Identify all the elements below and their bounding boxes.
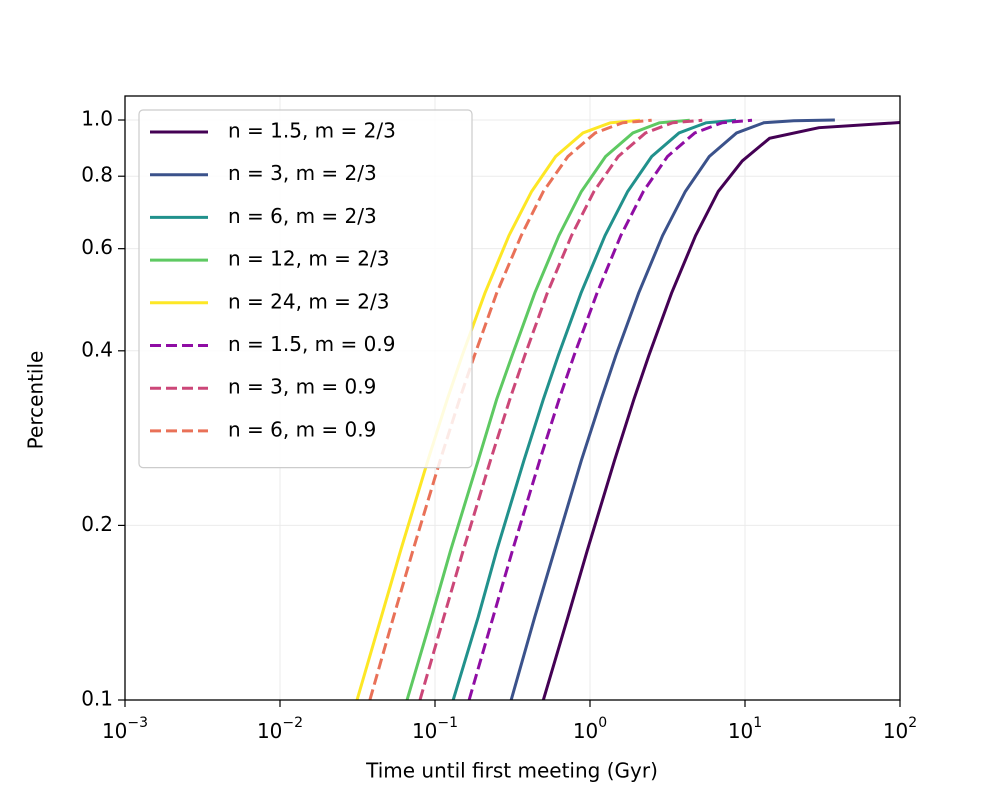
x-tick-label: 101 [728, 715, 762, 743]
y-tick-label: 0.4 [81, 337, 113, 361]
x-tick-exponent: 0 [598, 715, 607, 731]
series-line [467, 118, 753, 700]
series-line [418, 118, 703, 700]
x-tick-base: 10 [102, 719, 127, 743]
y-tick-label: 0.8 [81, 163, 113, 187]
legend-label: n = 24, m = 2/3 [228, 289, 389, 313]
plot-lines [355, 118, 900, 700]
x-axis-label: Time until first meeting (Gyr) [365, 759, 658, 783]
series-line [368, 118, 652, 700]
x-tick-exponent: −1 [437, 715, 458, 731]
x-tick-base: 10 [883, 719, 908, 743]
legend-label: n = 3, m = 0.9 [228, 375, 376, 399]
legend-label: n = 3, m = 2/3 [228, 161, 377, 185]
y-tick-label: 0.1 [81, 687, 113, 711]
x-tick-label: 10−2 [257, 715, 303, 743]
y-tick-label: 1.0 [81, 107, 113, 131]
y-axis-label: Percentile [24, 351, 48, 450]
x-tick-label: 10−3 [102, 715, 148, 743]
legend-label: n = 6, m = 0.9 [228, 417, 376, 441]
x-tick-base: 10 [573, 719, 598, 743]
x-tick-exponent: 1 [753, 715, 762, 731]
x-tick-exponent: 2 [908, 715, 917, 731]
series-line [405, 118, 690, 700]
x-tick-label: 100 [573, 715, 607, 743]
y-tick-label: 0.6 [81, 235, 113, 259]
x-tick-base: 10 [412, 719, 437, 743]
x-tick-base: 10 [257, 719, 282, 743]
x-tick-label: 10−1 [412, 715, 458, 743]
legend: n = 1.5, m = 2/3 n = 3, m = 2/3 n = 6, m =… [138, 109, 473, 469]
y-tick-label: 0.2 [81, 512, 113, 536]
legend-label: n = 12, m = 2/3 [228, 247, 389, 271]
legend-label: n = 1.5, m = 2/3 [228, 119, 396, 143]
x-tick-exponent: −3 [127, 715, 148, 731]
x-tick-label: 102 [883, 715, 917, 743]
x-tick-base: 10 [728, 719, 753, 743]
x-tick-exponent: −2 [282, 715, 303, 731]
series-line [541, 121, 900, 700]
series-line [451, 118, 737, 700]
legend-box [138, 109, 473, 469]
axes-frame [124, 95, 901, 701]
legend-label: n = 6, m = 2/3 [228, 204, 377, 228]
series-line [509, 118, 835, 700]
legend-label: n = 1.5, m = 0.9 [228, 332, 395, 356]
series-line [355, 118, 641, 700]
